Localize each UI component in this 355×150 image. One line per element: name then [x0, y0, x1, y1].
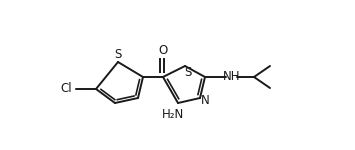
Text: NH: NH	[223, 70, 240, 84]
Text: N: N	[201, 93, 209, 106]
Text: S: S	[184, 66, 192, 80]
Text: O: O	[158, 44, 168, 57]
Text: S: S	[114, 48, 122, 62]
Text: H₂N: H₂N	[162, 108, 184, 122]
Text: Cl: Cl	[60, 82, 72, 96]
